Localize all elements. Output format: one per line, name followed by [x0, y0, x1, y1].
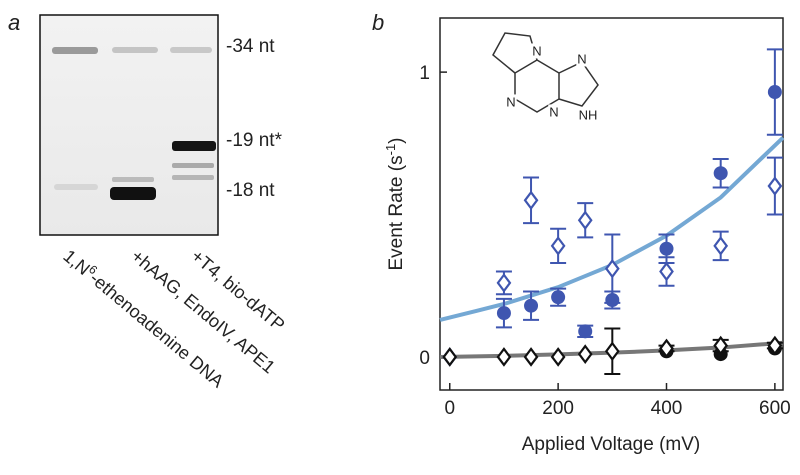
data-point — [496, 347, 512, 367]
data-point — [767, 85, 782, 100]
y-label-part: -1 — [383, 144, 398, 156]
data-point — [659, 241, 674, 256]
data-point — [551, 290, 566, 305]
gel-band — [172, 175, 214, 180]
fit-line — [439, 136, 785, 322]
data-point — [659, 261, 674, 282]
atom-label: N — [506, 94, 515, 109]
x-tick-label: 400 — [651, 398, 683, 419]
gel — [39, 14, 219, 236]
gel-band — [170, 47, 212, 53]
plot-frame — [439, 17, 784, 391]
gel-band — [112, 177, 154, 182]
data-point — [577, 210, 593, 231]
gel-band — [172, 141, 216, 151]
y-tick-label: 1 — [419, 63, 430, 84]
data-point — [577, 344, 593, 364]
panel-label: a — [8, 10, 20, 35]
band-label: -34 nt — [226, 36, 275, 57]
atom-label: N — [549, 104, 558, 119]
atom-label: N — [577, 51, 586, 66]
data-point — [523, 347, 539, 367]
band-label: -18 nt — [226, 180, 275, 201]
gel-band — [112, 47, 158, 53]
data-point — [604, 258, 620, 279]
gel-band — [110, 187, 156, 200]
atom-label-bg — [577, 107, 599, 123]
atom-label-bg — [548, 104, 560, 120]
x-axis-label: Applied Voltage (mV) — [522, 434, 701, 455]
data-point — [604, 341, 620, 362]
atom-label: NH — [579, 107, 598, 122]
data-point — [442, 347, 458, 367]
data-point — [767, 335, 783, 356]
band-label: -19 nt* — [226, 130, 283, 151]
data-point — [550, 236, 566, 256]
data-point — [496, 273, 512, 293]
data-point — [713, 236, 729, 256]
x-tick-label: 200 — [542, 398, 574, 419]
data-point — [713, 335, 729, 356]
data-point — [496, 306, 511, 321]
data-point — [767, 176, 783, 196]
data-point — [523, 190, 539, 211]
x-tick-label: 0 — [444, 398, 455, 419]
gel-band — [172, 163, 214, 168]
atom-label-bg — [576, 51, 588, 67]
data-point — [550, 347, 566, 367]
atom-label-bg — [531, 43, 543, 59]
panel-label: b — [372, 10, 384, 35]
ring — [492, 32, 538, 74]
gel-band — [54, 184, 98, 190]
data-point — [713, 166, 728, 181]
lane-label-part: -ethenoadenine DNA — [86, 268, 228, 391]
y-axis-label: Event Rate (s-1) — [383, 138, 407, 271]
y-tick-label: 0 — [419, 348, 430, 369]
data-point — [524, 298, 539, 313]
gel-band — [52, 47, 98, 54]
ring — [558, 61, 599, 107]
atom-label-bg — [505, 94, 517, 110]
data-point — [578, 324, 593, 339]
data-point — [659, 338, 674, 359]
y-label-part: Event Rate (s — [386, 155, 407, 270]
y-label-part: ) — [386, 138, 407, 144]
atom-label: N — [532, 43, 541, 58]
x-tick-label: 600 — [759, 398, 791, 419]
